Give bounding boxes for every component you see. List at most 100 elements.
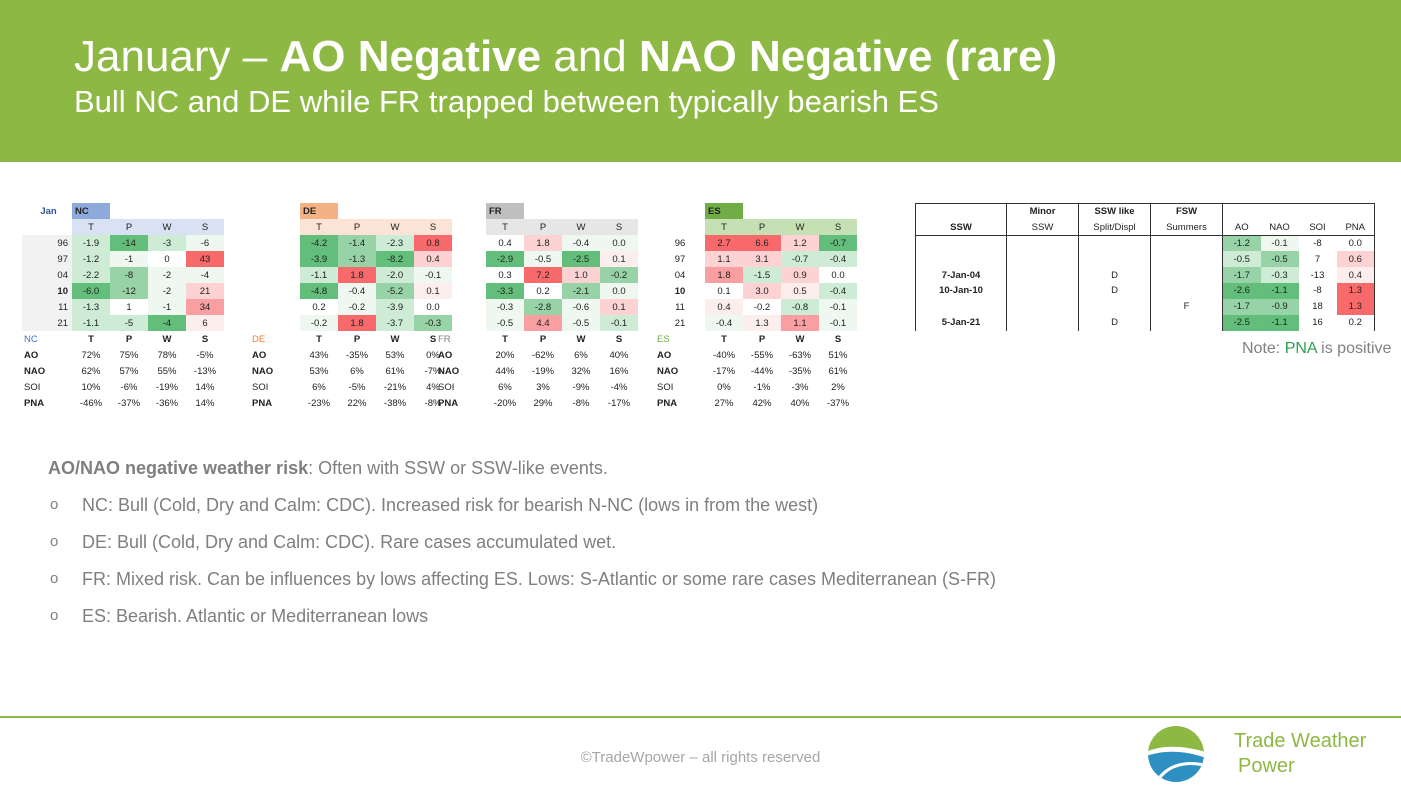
correlation-value: 0% xyxy=(717,381,731,393)
column-header: S xyxy=(186,219,224,235)
value-cell: -0.2 xyxy=(743,299,781,315)
correlation-value: -37% xyxy=(826,397,850,409)
value-cell: 1.8 xyxy=(338,315,376,331)
spacer-cell xyxy=(655,219,705,235)
ssw-index-value: 0.4 xyxy=(1336,267,1375,283)
correlation-value: 14% xyxy=(195,397,215,409)
value-cell: 1.8 xyxy=(705,267,743,283)
value-cell: -0.4 xyxy=(819,283,857,299)
spacer-cell xyxy=(22,219,72,235)
year-cell: 10 xyxy=(22,283,72,299)
year-cell: 21 xyxy=(22,315,72,331)
weather-risk-text: AO/NAO negative weather risk: Often with… xyxy=(48,456,1348,628)
value-cell: 0.4 xyxy=(414,251,452,267)
value-cell: -0.8 xyxy=(781,299,819,315)
correlation-value: -5% xyxy=(196,349,214,361)
correlation-value: 4% xyxy=(426,381,440,393)
correlation-value: 20% xyxy=(495,349,515,361)
ssw-fsw xyxy=(1150,267,1223,283)
year-cell: 97 xyxy=(655,251,705,267)
ssw-index-header: NAO xyxy=(1260,219,1299,236)
value-cell: 0.0 xyxy=(600,283,638,299)
value-cell: -4 xyxy=(186,267,224,283)
region-header: NC xyxy=(72,203,110,219)
region-table-de: DE T P W S -4.2 -1.4 -2.3 0.8 -3.9 -1.3 -8.2 0.4 -1.1… xyxy=(250,203,452,411)
value-cell: -0.2 xyxy=(338,299,376,315)
value-cell: -8 xyxy=(110,267,148,283)
ssw-index-value: 1.3 xyxy=(1336,298,1375,315)
page-subtitle: Bull NC and DE while FR trapped between … xyxy=(74,84,939,119)
correlation-value: -7% xyxy=(424,365,442,377)
correlation-value: -40% xyxy=(712,349,736,361)
correlation-value: 61% xyxy=(828,365,848,377)
ssw-date: 10-Jan-10 xyxy=(915,282,1007,299)
correlation-column-header: S xyxy=(429,333,437,345)
spacer-cell xyxy=(562,203,600,219)
ssw-like: D xyxy=(1078,314,1151,331)
correlation-value: 10% xyxy=(81,381,101,393)
correlation-value: -35% xyxy=(788,365,812,377)
value-cell: 1.3 xyxy=(743,315,781,331)
index-label: SOI xyxy=(24,381,41,393)
value-cell: -0.4 xyxy=(705,315,743,331)
region-table-fr: FR T P W S 0.4 1.8 -0.4 0.0 -2.9 -0.5 -2.5 0.1 0.3 7.2… xyxy=(436,203,638,411)
value-cell: -3.7 xyxy=(376,315,414,331)
ssw-index-value: -0.9 xyxy=(1260,298,1299,315)
value-cell: -0.4 xyxy=(562,235,600,251)
correlation-value: -6% xyxy=(120,381,138,393)
spacer-cell xyxy=(186,203,224,219)
value-cell: -0.1 xyxy=(819,315,857,331)
ssw-subheader: Summers xyxy=(1150,219,1223,236)
correlation-value: 72% xyxy=(81,349,101,361)
correlation-value: 61% xyxy=(385,365,405,377)
region-header: DE xyxy=(300,203,338,219)
spacer-cell xyxy=(436,283,486,299)
index-label: AO xyxy=(24,349,39,361)
ssw-date xyxy=(915,235,1007,252)
correlation-column-header: T xyxy=(88,333,94,345)
ssw-index-value: 1.3 xyxy=(1336,282,1375,299)
ssw-header: FSW xyxy=(1150,203,1223,220)
index-label: PNA xyxy=(657,397,678,409)
year-cell: 04 xyxy=(22,267,72,283)
column-header: P xyxy=(743,219,781,235)
footer-divider xyxy=(0,716,1401,718)
value-cell: -6 xyxy=(186,235,224,251)
value-cell: 43 xyxy=(186,251,224,267)
value-cell: -3 xyxy=(148,235,186,251)
spacer-cell xyxy=(524,203,562,219)
ssw-index-value: 0.2 xyxy=(1336,314,1375,331)
ssw-minor xyxy=(1006,235,1079,252)
correlation-column-header: W xyxy=(795,333,805,345)
page-title: January – AO Negative and NAO Negative (… xyxy=(74,32,1058,81)
ssw-header: Minor xyxy=(1006,203,1079,220)
bullet-item: o DE: Bull (Cold, Dry and Calm: CDC). Rar… xyxy=(50,532,617,552)
value-cell: 0 xyxy=(148,251,186,267)
correlation-value: 6% xyxy=(350,365,364,377)
correlation-value: 27% xyxy=(714,397,734,409)
correlation-value: 14% xyxy=(195,381,215,393)
column-header: S xyxy=(819,219,857,235)
correlation-value: 22% xyxy=(347,397,367,409)
ssw-index-value: -13 xyxy=(1298,267,1337,283)
correlation-column-header: T xyxy=(316,333,322,345)
column-header: T xyxy=(72,219,110,235)
value-cell: 1.1 xyxy=(705,251,743,267)
ssw-like: D xyxy=(1078,267,1151,283)
correlation-column-header: W xyxy=(390,333,400,345)
value-cell: -1.3 xyxy=(72,299,110,315)
correlation-value: 42% xyxy=(752,397,772,409)
spacer-cell xyxy=(600,203,638,219)
value-cell: -2.9 xyxy=(486,251,524,267)
index-label: NAO xyxy=(24,365,46,377)
value-cell: -1.1 xyxy=(72,315,110,331)
spacer-cell xyxy=(743,203,781,219)
ssw-header: SSW like xyxy=(1078,203,1151,220)
ssw-fsw xyxy=(1150,251,1223,268)
column-header: W xyxy=(376,219,414,235)
column-header: S xyxy=(414,219,452,235)
ssw-subheader: SSW xyxy=(1006,219,1079,236)
correlation-column-header: W xyxy=(162,333,172,345)
spacer-cell xyxy=(250,219,300,235)
value-cell: -0.3 xyxy=(414,315,452,331)
